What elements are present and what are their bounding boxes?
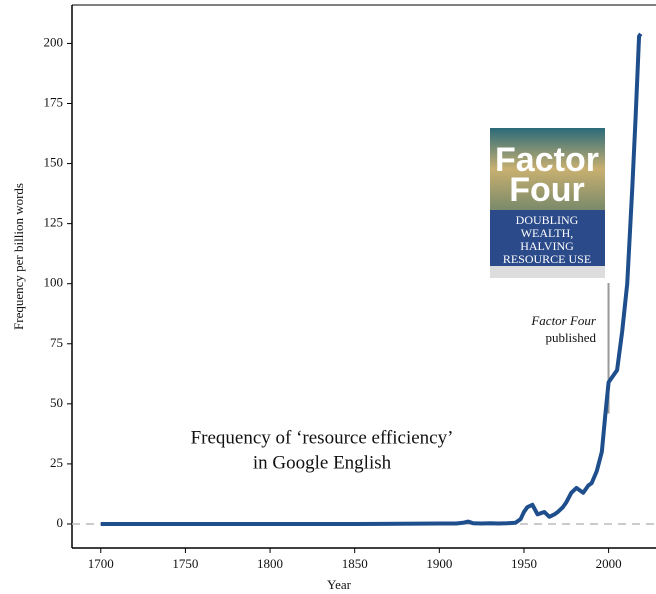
- annotation: published: [545, 330, 596, 345]
- y-tick-label: 175: [44, 94, 64, 109]
- cover-subtitle: DOUBLING: [516, 213, 579, 227]
- cover-footer: [490, 266, 605, 278]
- annotation: Factor Four: [530, 313, 597, 328]
- x-tick-label: 2000: [596, 556, 622, 571]
- cover-subtitle: HALVING: [520, 239, 574, 253]
- y-tick-label: 75: [50, 335, 63, 350]
- x-axis-label: Year: [327, 577, 352, 592]
- x-tick-label: 1800: [257, 556, 283, 571]
- y-tick-label: 125: [44, 215, 64, 230]
- y-tick-label: 0: [57, 515, 64, 530]
- cover-title: Four: [509, 171, 585, 209]
- cover-subtitle: RESOURCE USE: [503, 252, 591, 266]
- y-tick-label: 200: [44, 34, 64, 49]
- cover-subtitle: WEALTH,: [521, 226, 574, 240]
- x-tick-label: 1900: [426, 556, 452, 571]
- x-tick-label: 1950: [511, 556, 537, 571]
- y-tick-label: 25: [50, 455, 63, 470]
- y-tick-label: 150: [44, 155, 64, 170]
- note: in Google English: [253, 452, 392, 473]
- book-cover: [490, 128, 605, 278]
- note: Frequency of ‘resource efficiency’: [191, 427, 454, 448]
- series-line: [100, 32, 643, 526]
- cover-sky: [490, 128, 605, 210]
- y-tick-label: 100: [44, 275, 64, 290]
- cover-title: Factor: [495, 141, 599, 179]
- y-axis-label: Frequency per billion words: [11, 183, 26, 330]
- x-tick-label: 1750: [172, 556, 198, 571]
- x-tick-label: 1700: [88, 556, 114, 571]
- y-tick-label: 50: [50, 395, 63, 410]
- x-tick-label: 1850: [342, 556, 368, 571]
